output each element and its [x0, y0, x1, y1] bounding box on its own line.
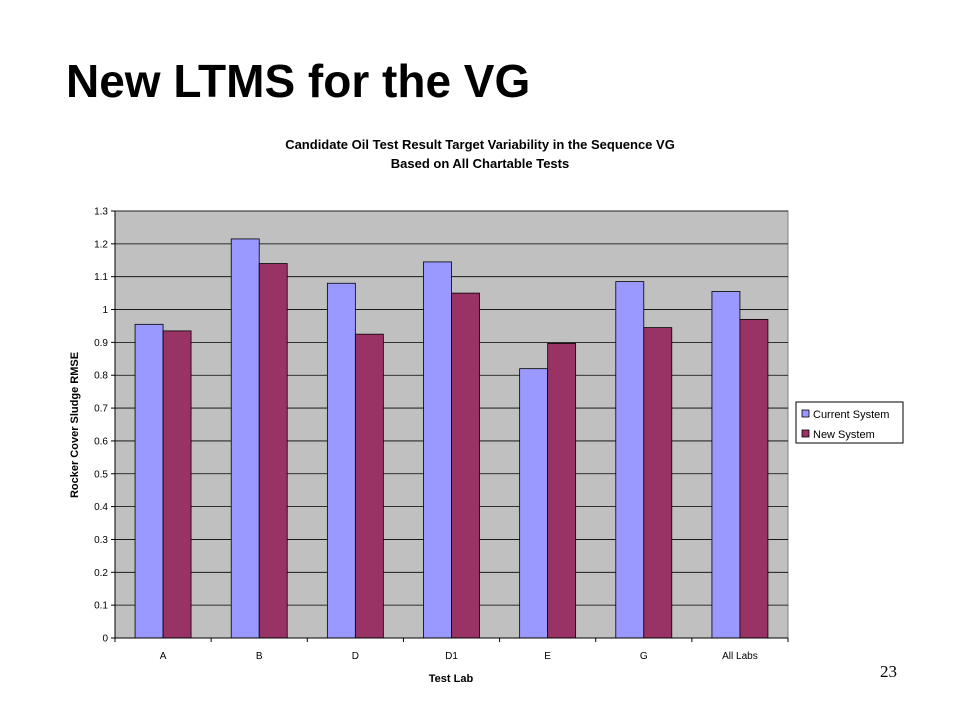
legend-label-current-system: Current System — [813, 409, 889, 421]
y-tick-label: 0.3 — [94, 535, 108, 546]
y-tick-label: 0.5 — [94, 469, 108, 480]
y-tick-label: 0.9 — [94, 338, 108, 349]
bar-current-system — [711, 291, 741, 639]
bar-current-system — [519, 368, 549, 639]
legend-box — [795, 401, 904, 444]
legend-label-new-system: New System — [813, 429, 875, 441]
y-tick-label: 0.2 — [94, 568, 108, 579]
x-tick-label: All Labs — [722, 651, 758, 662]
y-tick-label: 0.7 — [94, 404, 108, 415]
x-axis-title: Test Lab — [429, 673, 474, 685]
y-tick-label: 0.6 — [94, 436, 108, 447]
page-number: 23 — [880, 662, 897, 681]
bar-current-system — [134, 323, 164, 639]
bar-new-system — [451, 292, 480, 639]
legend-swatch-new-system — [801, 429, 810, 438]
bar-new-system — [258, 263, 288, 639]
bar-current-system — [423, 261, 452, 639]
y-tick-label: 0.4 — [94, 502, 108, 513]
chart-subtitle: Based on All Chartable Tests — [391, 156, 569, 171]
y-tick-label: 0 — [102, 634, 108, 645]
slide-title: New LTMS for the VG — [66, 55, 531, 107]
x-tick-label: D1 — [445, 651, 458, 662]
y-tick-label: 1.1 — [94, 272, 108, 283]
y-tick-label: 1.3 — [94, 207, 108, 218]
x-tick-label: E — [544, 651, 551, 662]
y-tick-label: 1.2 — [94, 239, 108, 250]
bar-new-system — [354, 333, 384, 639]
bar-current-system — [326, 282, 356, 639]
legend: Current System New System — [795, 401, 904, 444]
y-tick-label: 0.8 — [94, 371, 108, 382]
bar-new-system — [643, 327, 673, 639]
x-tick-label: D — [352, 651, 359, 662]
y-axis-title: Rocker Cover Sludge RMSE — [69, 352, 81, 498]
bar-new-system — [162, 330, 192, 639]
x-tick-label: A — [160, 651, 167, 662]
bar-current-system — [615, 281, 645, 639]
chart-title: Candidate Oil Test Result Target Variabi… — [285, 137, 675, 152]
bar-current-system — [230, 238, 260, 639]
x-tick-label: G — [640, 651, 648, 662]
legend-swatch-current-system — [801, 409, 810, 418]
bar-new-system — [547, 342, 577, 639]
y-tick-label: 0.1 — [94, 601, 108, 612]
y-tick-label: 1 — [102, 305, 108, 316]
bar-new-system — [739, 318, 769, 639]
x-tick-label: B — [256, 651, 263, 662]
